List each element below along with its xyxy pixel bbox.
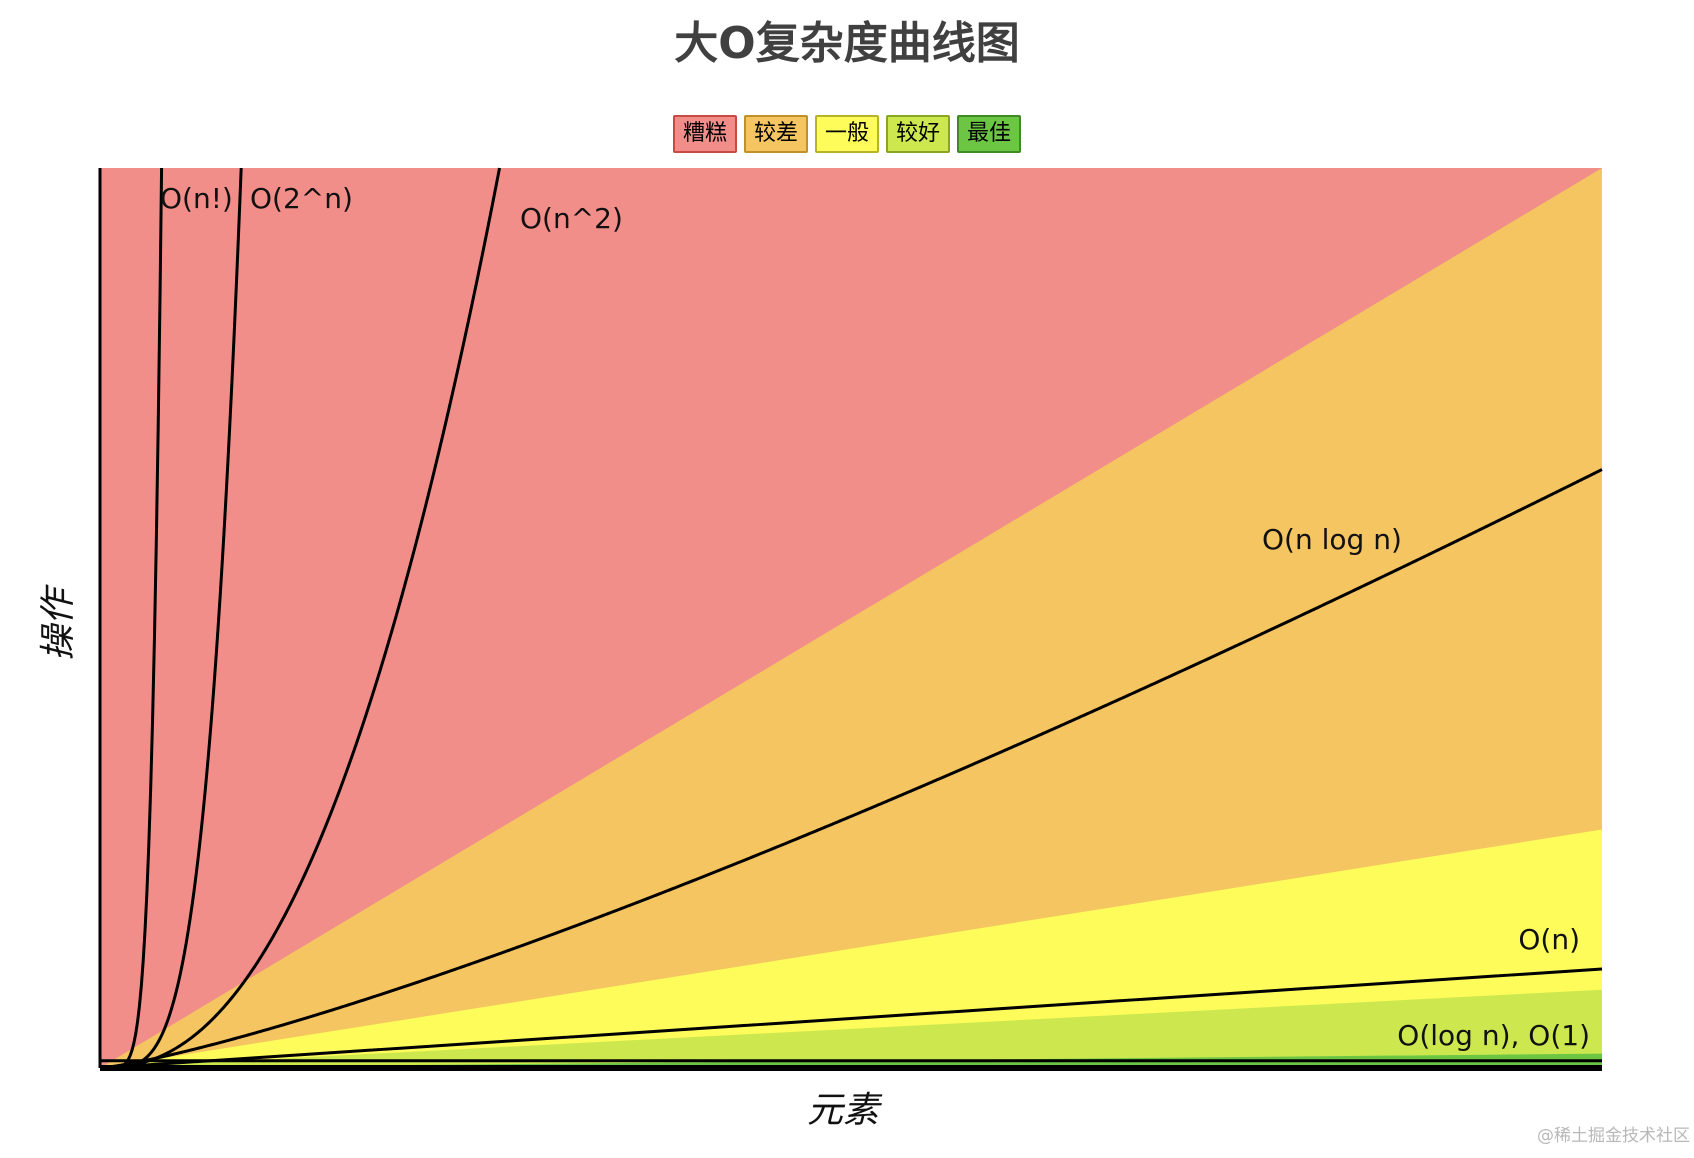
legend-item-good: 较好 <box>886 115 951 153</box>
zone-fair <box>100 829 1602 1068</box>
label-quadratic: O(n^2) <box>520 202 623 235</box>
label-exponential: O(2^n) <box>250 182 353 215</box>
legend: 糟糕 较差 一般 较好 最佳 <box>0 115 1694 153</box>
x-axis-label: 元素 <box>807 1090 883 1131</box>
legend-item-fair: 一般 <box>814 115 879 153</box>
curve-linear <box>99 967 1603 1070</box>
label-linearithmic: O(n log n) <box>1262 523 1402 556</box>
legend-item-bad: 较差 <box>743 115 808 153</box>
zone-bad <box>100 168 1602 1068</box>
chart-title: 大O复杂度曲线图 <box>674 18 1020 69</box>
y-axis-label: 操作 <box>38 584 79 661</box>
curves-layer <box>99 167 1603 1070</box>
curve-linearithmic <box>99 468 1603 1070</box>
label-log-constant: O(log n), O(1) <box>1397 1019 1590 1052</box>
legend-item-excellent: 最佳 <box>957 115 1022 153</box>
label-factorial: O(n!) <box>160 182 233 215</box>
zone-good <box>100 989 1602 1068</box>
legend-item-terrible: 糟糕 <box>672 115 737 153</box>
curve-quadratic <box>100 167 502 1070</box>
labels-layer: O(n!) O(2^n) O(n^2) O(n log n) O(n) O(log n),… <box>160 182 1590 1052</box>
watermark: @稀土掘金技术社区 <box>1537 1126 1690 1146</box>
label-linear: O(n) <box>1518 923 1580 956</box>
axes-layer <box>98 168 1602 1071</box>
zones-layer <box>100 168 1602 1068</box>
